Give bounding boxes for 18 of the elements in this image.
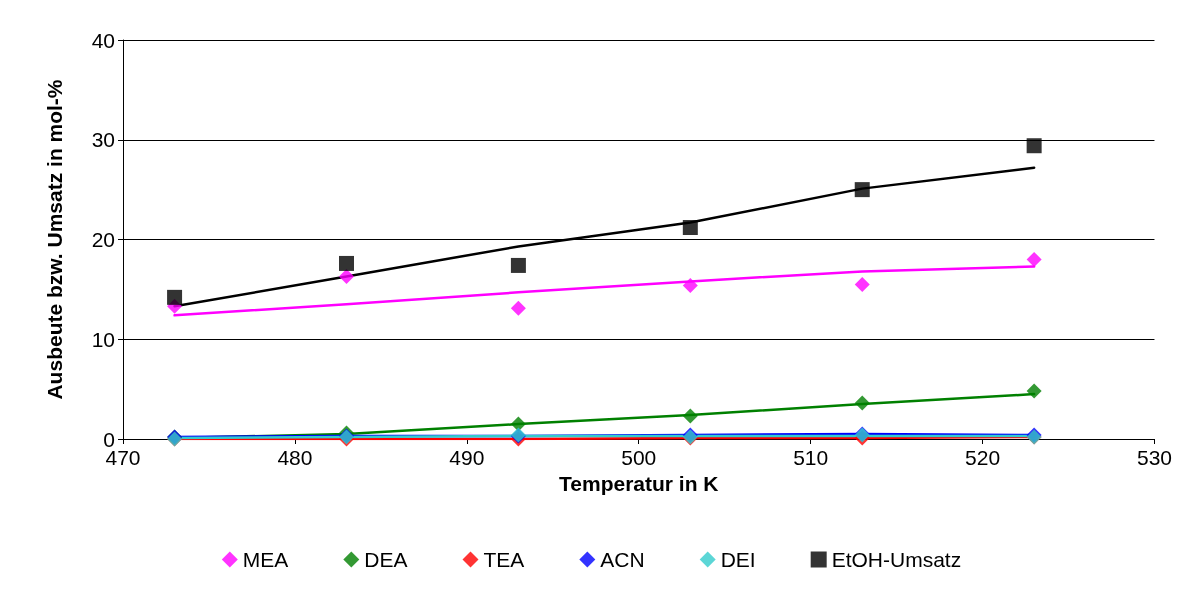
legend-label: ACN — [600, 548, 645, 571]
legend-label: MEA — [242, 548, 289, 571]
x-tick-label: 500 — [621, 446, 657, 469]
x-tick-label: 480 — [277, 446, 313, 469]
legend-label: TEA — [483, 548, 525, 571]
x-tick-label: 510 — [793, 446, 829, 469]
legend-label: DEI — [720, 548, 756, 571]
y-tick-label: 40 — [91, 28, 115, 52]
y-tick-label: 30 — [91, 128, 115, 152]
y-axis-title: Ausbeute bzw. Umsatz in mol-% — [43, 79, 66, 400]
x-tick-label: 490 — [449, 446, 485, 469]
x-tick-label: 530 — [1136, 446, 1172, 469]
legend-label: EtOH-Umsatz — [831, 548, 962, 571]
legend-label: DEA — [364, 548, 408, 571]
x-axis-title: Temperatur in K — [559, 472, 719, 495]
y-tick-label: 10 — [91, 327, 115, 351]
y-tick-label: 20 — [91, 228, 115, 251]
x-tick-label: 520 — [965, 446, 1001, 469]
